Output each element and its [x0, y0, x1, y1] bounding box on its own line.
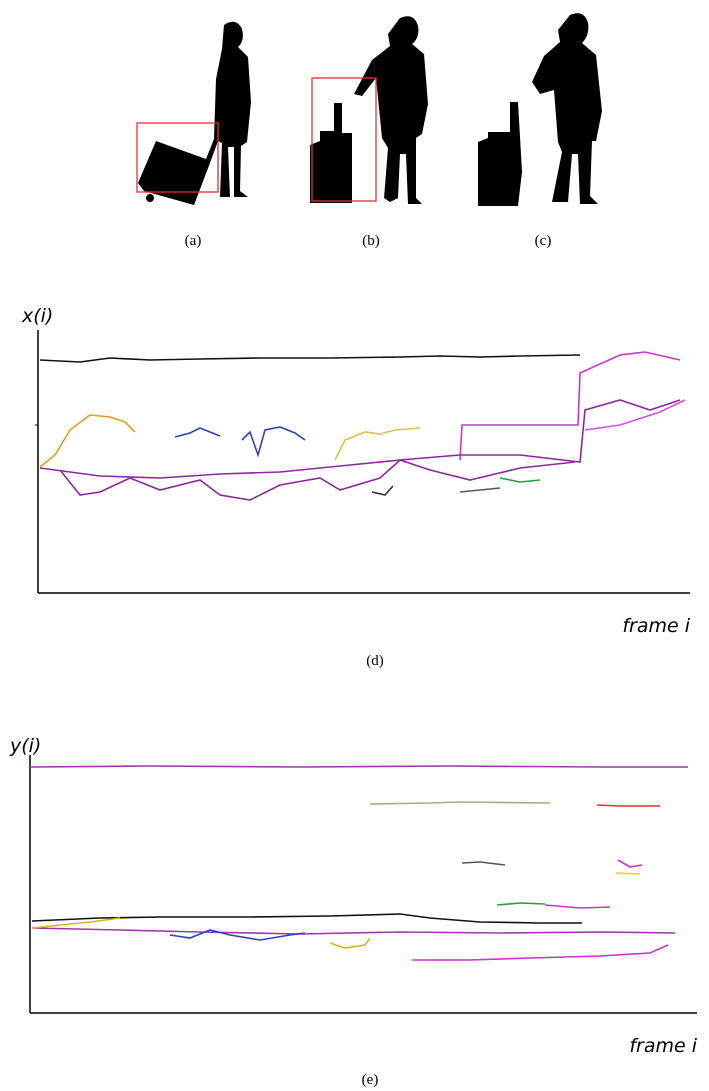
- x-axis-label: frame i: [622, 615, 690, 637]
- silhouette-b: [310, 16, 428, 204]
- silhouette-c: [478, 13, 602, 206]
- panel-label: (b): [362, 233, 380, 249]
- y-axis-label: x(i): [21, 305, 53, 327]
- panel-label: (a): [185, 233, 202, 249]
- plot-d: x(i) frame i (d): [21, 305, 691, 669]
- panel-label: (c): [535, 233, 552, 249]
- plot-caption: (d): [366, 653, 384, 669]
- plot-caption: (e): [362, 1072, 379, 1088]
- silhouette-a: [138, 22, 251, 205]
- y-axis-label: y(i): [9, 735, 41, 757]
- x-axis-label: frame i: [629, 1035, 697, 1057]
- plot-e: y(i) frame i (e): [9, 735, 698, 1088]
- figure: (a) (b) (c) x(i) frame i (d): [0, 0, 709, 1091]
